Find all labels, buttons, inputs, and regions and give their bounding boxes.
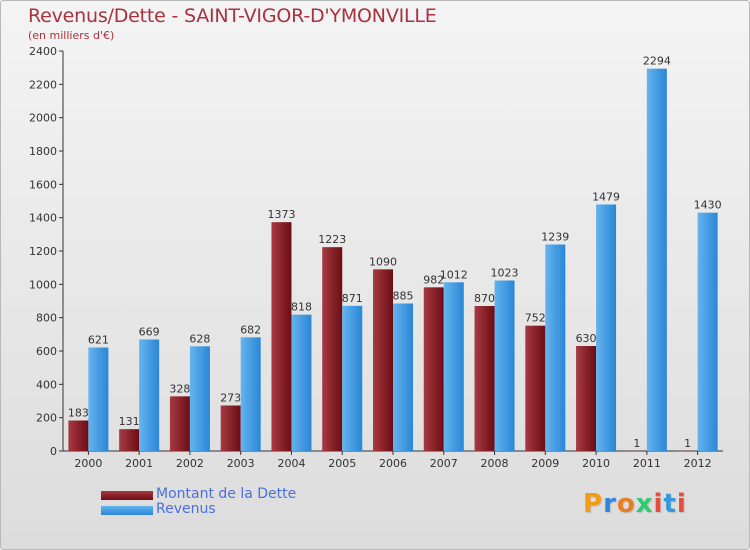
y-tick-label: 600 [36, 345, 57, 358]
data-label-debt: 1223 [318, 233, 346, 246]
y-tick-label: 400 [36, 378, 57, 391]
x-tick-label: 2009 [531, 457, 559, 470]
legend-label-revenue: Revenus [156, 501, 216, 517]
bar-debt [423, 287, 444, 451]
bar-revenue [139, 339, 160, 451]
bar-revenue [240, 337, 261, 451]
bar-revenue [494, 280, 515, 451]
bar-revenue [646, 68, 667, 452]
y-tick-label: 800 [36, 312, 57, 325]
y-tick-label: 1800 [29, 145, 57, 158]
bar-revenue [342, 305, 363, 451]
data-label-revenue: 1012 [440, 268, 468, 281]
bar-debt [169, 396, 190, 451]
data-label-debt: 982 [423, 273, 444, 286]
data-label-revenue: 669 [139, 326, 160, 339]
bar-debt [119, 429, 140, 451]
bar-revenue [189, 346, 210, 451]
x-tick-label: 2002 [176, 457, 204, 470]
x-tick-label: 2004 [277, 457, 305, 470]
legend-label-debt: Montant de la Dette [156, 486, 297, 502]
chart-subtitle: (en milliers d'€) [28, 29, 115, 42]
x-tick-label: 2001 [125, 457, 153, 470]
x-tick-label: 2008 [481, 457, 509, 470]
data-label-debt: 870 [474, 292, 495, 305]
x-tick-label: 2012 [684, 457, 712, 470]
x-tick-label: 2000 [74, 457, 102, 470]
y-tick-label: 2400 [29, 45, 57, 58]
y-tick-label: 1000 [29, 278, 57, 291]
data-label-revenue: 1023 [491, 267, 519, 280]
logo-letter: i [676, 489, 687, 519]
bar-revenue [596, 204, 617, 451]
y-tick-label: 1400 [29, 212, 57, 225]
bar-debt [271, 222, 292, 451]
data-label-revenue: 628 [189, 332, 210, 345]
bar-revenue [697, 212, 718, 451]
data-label-debt: 131 [119, 415, 140, 428]
y-tick-label: 0 [50, 445, 57, 458]
legend-swatch-debt [101, 491, 153, 500]
y-tick-label: 2000 [29, 112, 57, 125]
chart-title: Revenus/Dette - SAINT-VIGOR-D'YMONVILLE [28, 5, 437, 27]
bar-revenue [291, 314, 312, 451]
data-label-debt: 752 [525, 312, 546, 325]
logo-letter: o [616, 489, 636, 519]
data-label-debt: 1 [684, 437, 691, 450]
x-tick-label: 2010 [582, 457, 610, 470]
logo-letter: r [603, 489, 617, 519]
data-label-debt: 1 [633, 437, 640, 450]
data-label-debt: 183 [68, 407, 89, 420]
bar-debt [322, 247, 343, 451]
bar-debt [474, 306, 495, 451]
data-label-debt: 328 [169, 382, 190, 395]
bar-debt [576, 346, 597, 451]
x-tick-label: 2011 [633, 457, 661, 470]
x-tick-label: 2006 [379, 457, 407, 470]
y-tick-label: 1600 [29, 178, 57, 191]
bar-debt [68, 420, 89, 451]
data-label-revenue: 818 [291, 301, 312, 314]
bar-debt [525, 325, 546, 451]
data-label-revenue: 871 [342, 292, 363, 305]
bar-debt [373, 269, 393, 451]
logo-letter: x [635, 489, 654, 519]
logo-letter: P [583, 489, 604, 519]
bar-debt [626, 450, 647, 452]
logo-letter: t [663, 489, 677, 519]
chart-bars [68, 68, 718, 452]
data-label-revenue: 1479 [592, 191, 620, 204]
y-tick-label: 200 [36, 412, 57, 425]
bar-revenue [545, 244, 566, 451]
x-tick-label: 2005 [328, 457, 356, 470]
legend-swatch-revenue [101, 506, 153, 515]
logo-letter: i [653, 489, 664, 519]
chart-labels: 183 621 131 669 328 628 273 682 1373 818 1223 871 10… [68, 55, 722, 450]
data-label-revenue: 621 [88, 334, 109, 347]
data-label-revenue: 1239 [541, 231, 569, 244]
bar-debt [220, 405, 241, 451]
x-tick-label: 2007 [430, 457, 458, 470]
data-label-debt: 630 [576, 332, 597, 345]
data-label-revenue: 682 [240, 323, 261, 336]
data-label-revenue: 2294 [643, 55, 671, 68]
x-tick-label: 2003 [227, 457, 255, 470]
y-tick-label: 1200 [29, 245, 57, 258]
y-tick-label: 2200 [29, 78, 57, 91]
proxiti-logo: Proxiti [583, 489, 687, 519]
bar-revenue [393, 303, 413, 451]
bar-revenue [443, 282, 464, 451]
bar-debt [677, 450, 698, 452]
data-label-revenue: 885 [393, 290, 414, 303]
bar-revenue [88, 347, 109, 451]
data-label-debt: 273 [220, 392, 241, 405]
data-label-debt: 1373 [267, 208, 295, 221]
data-label-revenue: 1430 [694, 199, 722, 212]
data-label-debt: 1090 [369, 255, 397, 268]
